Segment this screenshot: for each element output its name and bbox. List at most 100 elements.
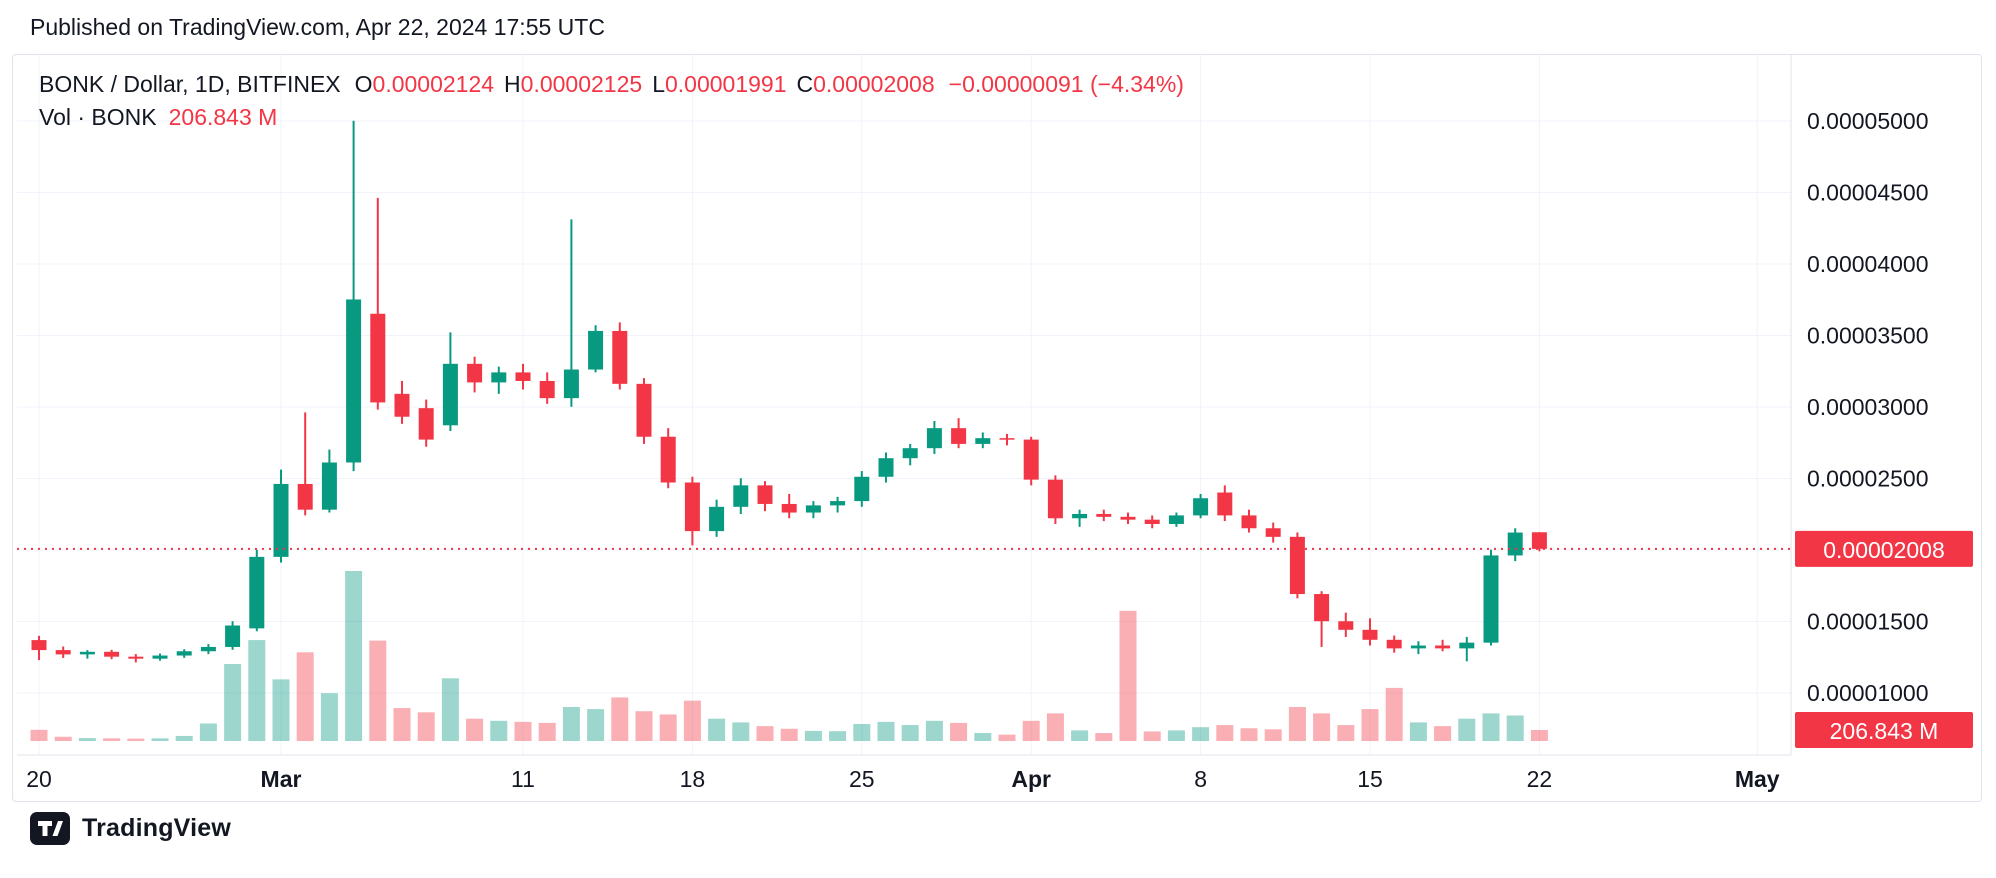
tradingview-logo-icon[interactable]: [30, 812, 70, 845]
volume-bar: [562, 707, 580, 741]
candle-body: [1435, 645, 1451, 649]
price-tick-label: 0.00003500: [1807, 323, 1929, 349]
high-value: 0.00002125: [520, 71, 643, 97]
close-label: C: [796, 71, 814, 97]
price-tick-label: 0.00001500: [1807, 609, 1929, 635]
time-tick-label: 8: [1194, 766, 1207, 792]
time-tick-label: 25: [849, 766, 875, 792]
candle-body: [370, 313, 386, 403]
price-badge: [1795, 530, 1973, 567]
volume-bar: [224, 663, 242, 741]
price-tick-label: 0.00003000: [1807, 394, 1929, 420]
candle-body: [1072, 513, 1088, 519]
price-tick-label: 0.00004000: [1807, 251, 1929, 277]
candle-body: [636, 383, 652, 437]
volume-bar: [1385, 687, 1403, 741]
candle-body: [1096, 513, 1112, 517]
candle-body: [1168, 515, 1184, 524]
candle-body: [297, 483, 313, 510]
candle-body: [1459, 642, 1475, 649]
price-tick-label: 0.00002500: [1807, 466, 1929, 492]
volume-bar: [1361, 709, 1379, 741]
time-tick-label: 20: [26, 766, 52, 792]
candle-body: [1483, 555, 1499, 643]
volume-bar: [950, 722, 968, 741]
volume-bar: [54, 736, 72, 741]
volume-bar: [829, 731, 847, 741]
time-tick-label: 18: [680, 766, 706, 792]
volume-bar: [296, 652, 314, 741]
price-tick-label: 0.00001000: [1807, 680, 1929, 706]
volume-bar: [1022, 720, 1040, 741]
volume-bar: [683, 700, 701, 741]
candle-body: [1362, 629, 1378, 640]
candle-body: [79, 651, 95, 655]
volume-bar: [877, 721, 895, 741]
candle-body: [684, 482, 700, 532]
volume-bar: [804, 730, 822, 741]
candle-body: [539, 380, 555, 399]
volume-bar: [587, 709, 605, 741]
candle-body: [854, 476, 870, 502]
candle-body: [805, 505, 821, 513]
volume-bar: [78, 738, 96, 741]
low-value: 0.00001991: [664, 71, 787, 97]
volume-bar: [1458, 718, 1476, 741]
tradingview-wordmark[interactable]: TradingView: [82, 814, 232, 842]
candle-body: [999, 438, 1015, 440]
volume-bar: [1167, 730, 1185, 741]
price-tick-label: 0.00004500: [1807, 180, 1929, 206]
volume-bar: [393, 708, 411, 741]
volume-bar: [199, 723, 217, 741]
volume-bar: [369, 640, 387, 741]
volume-bar: [1288, 707, 1306, 741]
candle-body: [902, 448, 918, 459]
volume-bar: [514, 721, 532, 741]
candle-body: [563, 369, 579, 399]
volume-bar: [538, 722, 556, 741]
candle-body: [55, 650, 71, 655]
volume-bar: [998, 734, 1016, 741]
candle-body: [781, 503, 797, 513]
volume-bar: [708, 718, 726, 741]
candle-body: [1241, 515, 1257, 529]
symbol-row: BONK / Dollar, 1D, BITFINEX O 0.00002124 …: [39, 71, 1184, 104]
candle-body: [1217, 492, 1233, 516]
candle-body: [975, 438, 991, 444]
candle-body: [152, 655, 168, 659]
candle-body: [1120, 516, 1136, 520]
time-tick-label: 22: [1527, 766, 1553, 792]
candle-body: [321, 462, 337, 510]
volume-bar: [974, 733, 992, 741]
candle-body: [588, 330, 604, 370]
change-value: −0.00000091 (−4.34%): [948, 71, 1184, 97]
volume-bar: [732, 722, 750, 741]
candle-body: [491, 372, 507, 383]
candle-body: [733, 485, 749, 507]
volume-bar: [466, 718, 484, 741]
candle-body: [830, 501, 846, 506]
close-value: 0.00002008: [813, 71, 935, 97]
volume-bar: [127, 738, 145, 741]
candle-body: [1531, 532, 1547, 549]
candle-body: [1144, 519, 1160, 524]
ohlc-close: C 0.00002008: [797, 71, 935, 98]
candle-body: [1507, 532, 1523, 556]
volume-row: Vol · BONK 206.843 M: [39, 104, 1184, 137]
candle-body: [709, 506, 725, 532]
candle-body: [346, 299, 362, 463]
candle-body: [467, 363, 483, 383]
candle-body: [418, 408, 434, 440]
candle-body: [1314, 594, 1330, 622]
volume-bar: [1216, 725, 1234, 741]
candle-body: [515, 372, 531, 381]
symbol-title: BONK / Dollar, 1D, BITFINEX: [39, 71, 341, 97]
volume-label: Vol · BONK: [39, 104, 157, 130]
candle-body: [104, 651, 120, 657]
candle-body: [273, 483, 289, 557]
chart-canvas: 0.00005000 0.00004500 0.00004000 0.00003500…: [17, 55, 1973, 792]
volume-bar: [1240, 728, 1258, 741]
volume-bar: [1530, 730, 1548, 741]
low-label: L: [652, 71, 665, 97]
volume-bar: [151, 738, 169, 741]
